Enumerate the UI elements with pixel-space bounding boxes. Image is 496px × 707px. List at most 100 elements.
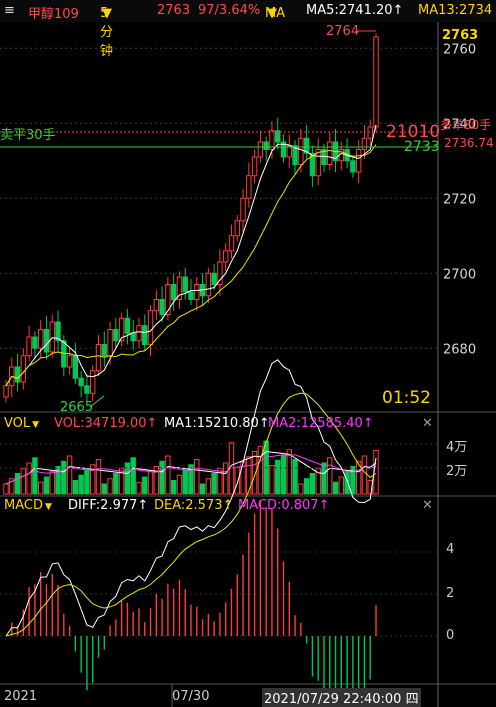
volume-bar (361, 455, 368, 495)
time-label-2021: 2021 (4, 689, 38, 704)
vol-ma2-line (5, 454, 377, 485)
candle-body (292, 145, 298, 165)
candle-body (101, 344, 107, 357)
candle-body (257, 141, 264, 158)
volume-bar (205, 478, 212, 495)
time-label-0730: 07/30 (172, 689, 210, 704)
volume-bar (275, 459, 281, 495)
volume-bar (309, 473, 316, 495)
volume-bar (124, 462, 131, 495)
candle-body (217, 261, 223, 285)
macd-tick-2: 2 (446, 586, 455, 601)
period-label: 5分钟 (100, 6, 114, 59)
candle-body (3, 385, 9, 398)
candle-body (373, 36, 379, 128)
vol-tick-4wan: 4万 (446, 440, 468, 455)
volume-bar (78, 474, 84, 495)
volume-bar (251, 451, 258, 495)
vol-value: VOL:34719.00↑ (54, 416, 158, 431)
high-price-marker: 2764 (326, 24, 360, 39)
volume-bar (32, 457, 38, 495)
candle-body (309, 152, 316, 177)
volume-bar (43, 476, 50, 495)
candle-body (355, 149, 362, 173)
candle-body (251, 156, 258, 177)
volume-bar (338, 476, 345, 495)
vol-ma2-value: MA2:12585.40↑ (268, 416, 374, 431)
volume-bar (49, 471, 55, 495)
volume-bar (194, 459, 200, 495)
volume-bar (136, 481, 142, 495)
candle-body (118, 317, 125, 342)
position-long-label[interactable]: 多单80手 (440, 118, 492, 132)
macd-diff-line (5, 359, 377, 637)
close-icon[interactable]: ✕ (422, 416, 433, 431)
volume-bar (107, 478, 113, 495)
candle-body (182, 276, 188, 293)
candle-body (188, 291, 194, 300)
volume-bar (118, 467, 125, 495)
last-price-tag: 2763 (442, 28, 479, 43)
volume-bar (211, 473, 217, 495)
chart-header: ≡ 甲醇109 5分钟 ▼ 2763 97/3.64% MA ▼ MA5:2741.… (0, 0, 496, 59)
price-tick-label: 2740 (443, 117, 476, 132)
volume-bar (14, 473, 21, 495)
volume-bar (20, 467, 27, 495)
candle-body (49, 321, 55, 353)
volume-bar (315, 467, 321, 495)
macd-indicator-selector[interactable]: MACD ▼ (4, 498, 52, 513)
candle-body (32, 336, 38, 349)
cursor-time-label: 2021/07/29 22:40:00 四 (262, 688, 421, 707)
candle-body (170, 284, 177, 300)
macd-value: MACD:0.807↑ (238, 498, 330, 513)
volume-bar (292, 459, 298, 495)
macd-indicator-label: MACD (4, 498, 43, 513)
hamburger-menu-icon[interactable]: ≡ (4, 3, 15, 18)
close-icon[interactable]: ✕ (422, 498, 433, 513)
candle-body (66, 355, 73, 368)
chevron-down-icon: ▼ (32, 420, 40, 430)
volume-bar (113, 473, 119, 495)
candle-body (361, 137, 368, 150)
candle-body (147, 310, 154, 345)
price-tick-label: 2700 (443, 267, 476, 282)
ma5-line (5, 124, 377, 387)
volume-bar (234, 466, 240, 495)
price-change: 97/3.64% (198, 3, 261, 18)
candle-body (246, 175, 252, 199)
macd-diff-value: DIFF:2.977↑ (68, 498, 149, 513)
candle-body (26, 336, 32, 357)
ma5-value: MA5:2741.20↑ (306, 3, 404, 18)
volume-bar (327, 457, 333, 495)
volume-bar (26, 462, 32, 495)
chevron-down-icon: ▼ (267, 6, 277, 21)
volume-bar (298, 483, 304, 495)
position-short-label[interactable]: 卖平30手 (0, 128, 56, 143)
macd-dea-value: DEA:2.573↑ (154, 498, 234, 513)
candle-body (55, 321, 61, 342)
volume-bar (159, 460, 165, 495)
volume-bar (130, 457, 136, 495)
candle-body (113, 329, 119, 342)
candle-body (72, 355, 79, 379)
volume-bar (367, 480, 373, 495)
volume-bar (257, 445, 264, 495)
vol-indicator-selector[interactable]: VOL ▼ (4, 416, 39, 431)
candle-body (350, 160, 356, 173)
candle-body (263, 141, 269, 150)
candle-body (367, 126, 373, 139)
volume-bar (344, 471, 350, 495)
vol-ma1-value: MA1:15210.80↑ (164, 416, 270, 431)
volume-bar (350, 466, 356, 495)
candle-body (107, 329, 113, 357)
vol-indicator-label: VOL (4, 416, 31, 431)
volume-bar (332, 481, 339, 495)
symbol-name[interactable]: 甲醇109 (28, 7, 79, 22)
candle-body (280, 141, 287, 158)
candle-body (142, 325, 148, 345)
candle-body (269, 130, 275, 150)
candle-body (303, 137, 310, 154)
macd-tick-4: 4 (446, 542, 455, 557)
candle-body (14, 366, 21, 383)
